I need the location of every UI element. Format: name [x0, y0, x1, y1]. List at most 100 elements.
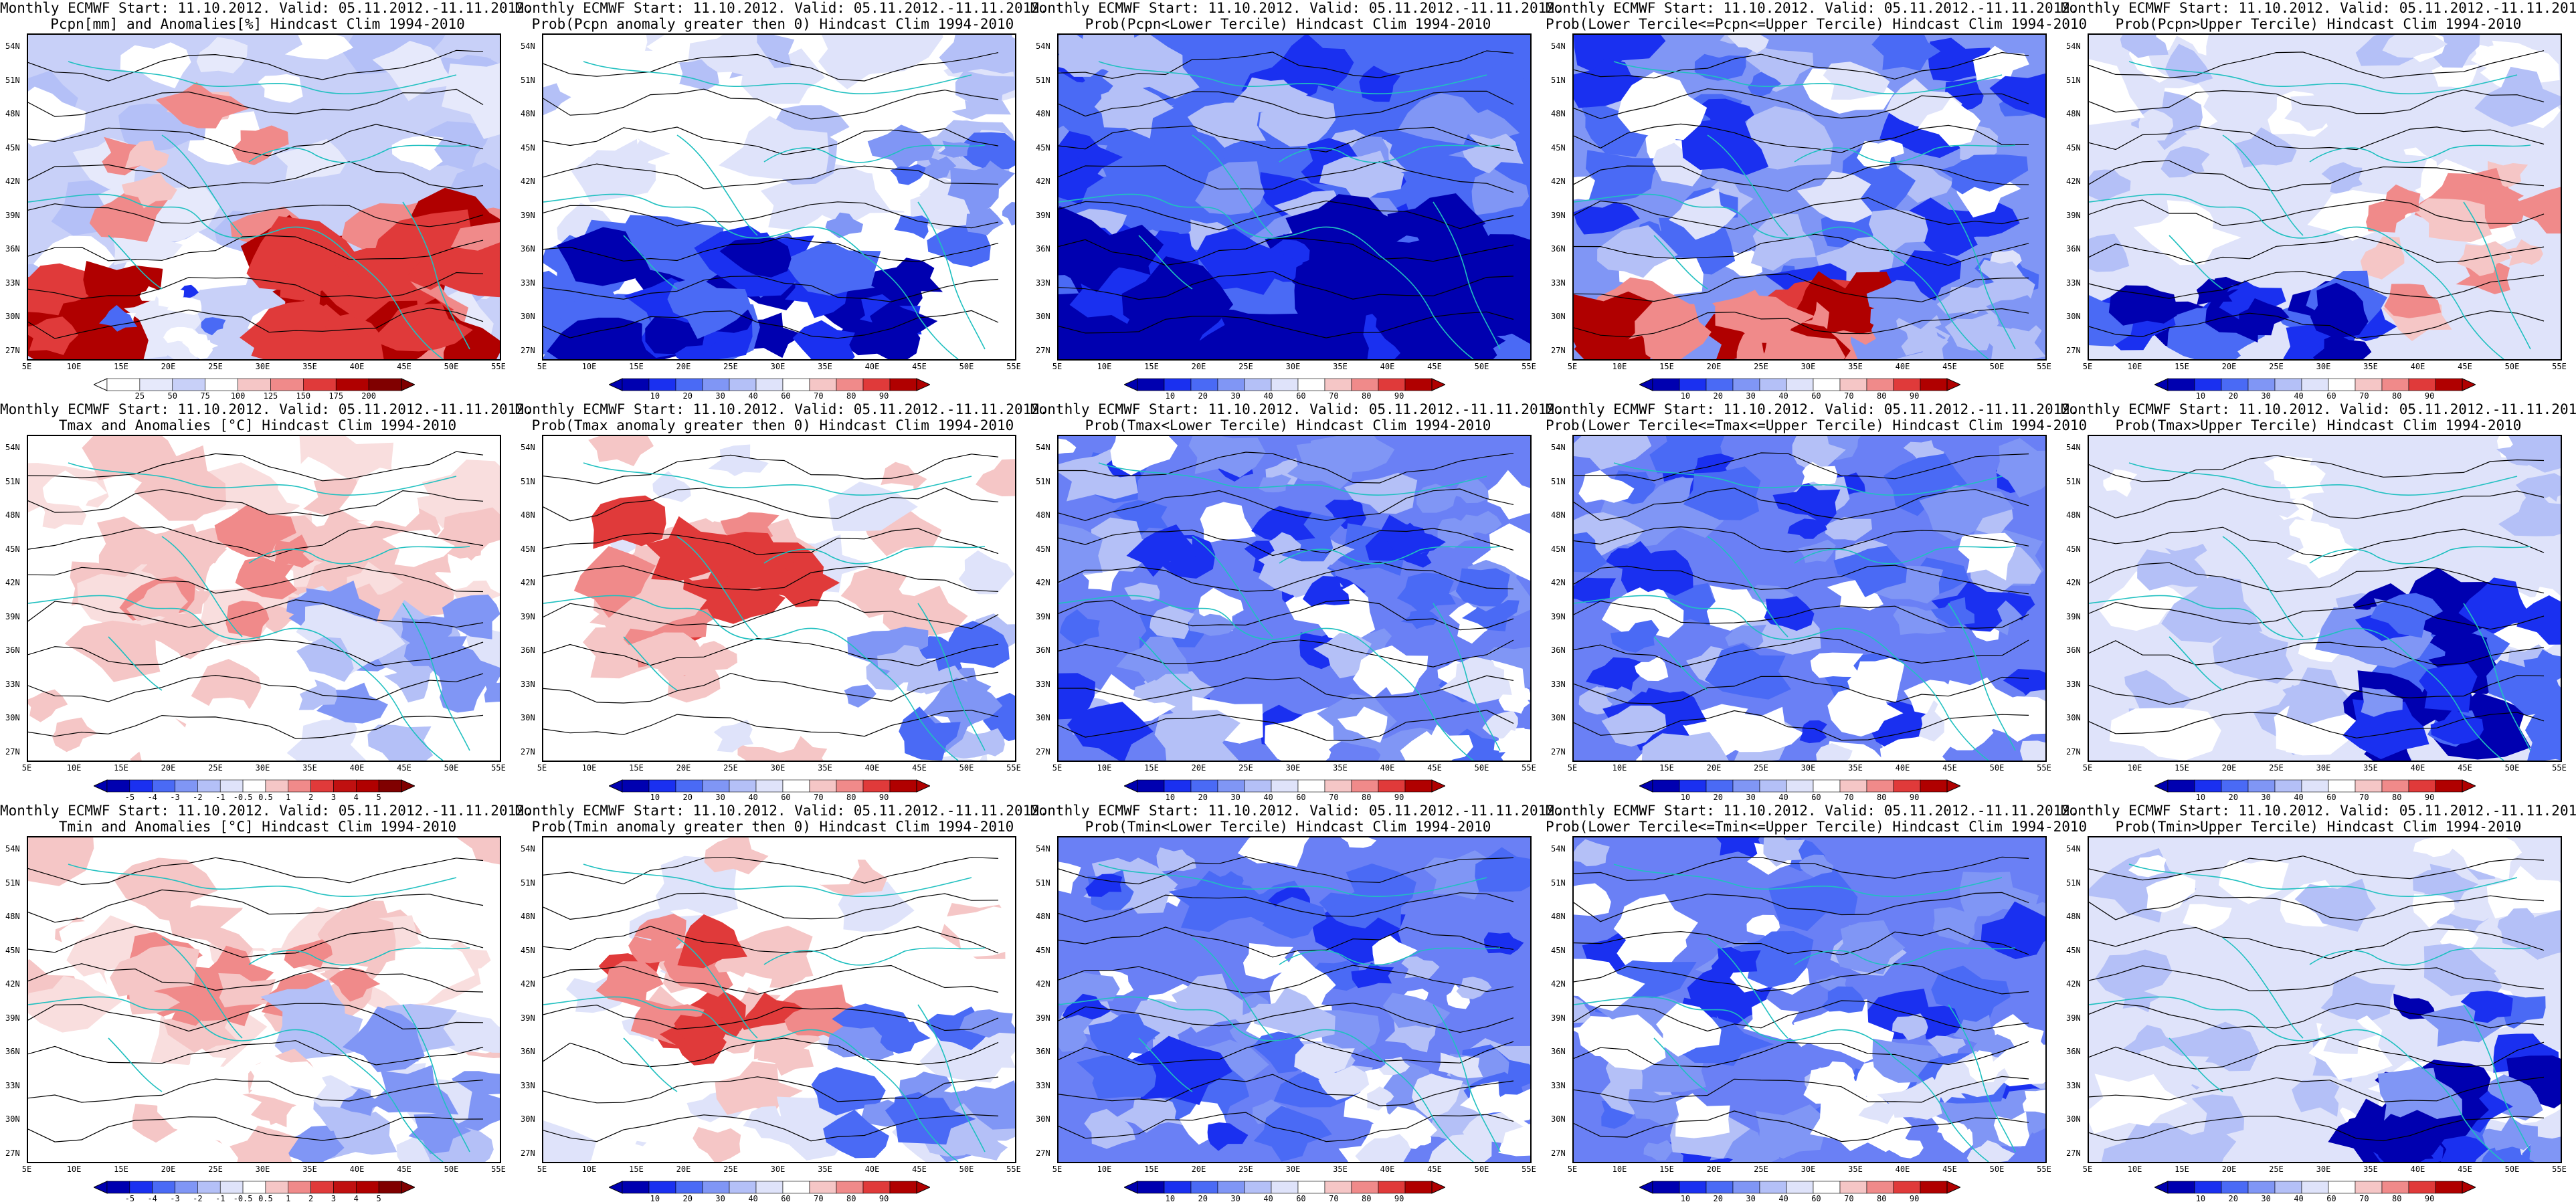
- longitude-label: 25E: [208, 1165, 223, 1174]
- latitude-label: 42N: [2066, 578, 2081, 588]
- latitude-label: 48N: [1036, 510, 1050, 520]
- longitude-label: 5E: [1052, 362, 1063, 371]
- longitude-label: 50E: [444, 763, 459, 773]
- latitude-label: 54N: [2066, 443, 2081, 452]
- colorbar-tick-label: 60: [1811, 793, 1821, 802]
- colorbar-tick-label: 70: [1844, 1194, 1854, 1203]
- colorbar-tick-label: 70: [814, 793, 824, 802]
- latitude-label: 48N: [1036, 912, 1050, 922]
- latitude-label: 33N: [2066, 1080, 2081, 1090]
- longitude-label: 30E: [1285, 1165, 1301, 1174]
- latitude-label: 42N: [1551, 979, 1566, 989]
- colorbar: [1638, 779, 1962, 793]
- latitude-label: 36N: [521, 645, 535, 656]
- longitude-label: 55E: [2037, 763, 2051, 773]
- longitude-label: 50E: [1989, 362, 2005, 371]
- colorbar-tick-label: -5: [124, 793, 135, 802]
- longitude-label: 45E: [1427, 1165, 1442, 1174]
- colorbar-tick-label: 90: [2424, 391, 2435, 401]
- colorbar-tick-label: 60: [1811, 391, 1821, 401]
- colorbar: [2153, 1181, 2477, 1194]
- latitude-label: 48N: [1551, 912, 1566, 922]
- colorbar-tick-label: 60: [2326, 1194, 2336, 1203]
- longitude-label: 25E: [1754, 763, 1768, 773]
- latitude-label: 27N: [1036, 747, 1050, 757]
- colorbar-tick-label: 10: [650, 391, 660, 401]
- longitude-label: 20E: [161, 1165, 176, 1174]
- colorbar-tick-label: 70: [1844, 793, 1854, 802]
- longitude-label: 15E: [2175, 763, 2189, 773]
- colorbar-tick-label: 90: [1394, 391, 1404, 401]
- longitude-label: 25E: [2269, 763, 2284, 773]
- longitude-label: 40E: [349, 362, 365, 371]
- longitude-label: 20E: [161, 763, 176, 773]
- latitude-label: 45N: [1551, 142, 1566, 153]
- longitude-label: 5E: [537, 362, 547, 371]
- latitude-label: 33N: [1036, 1080, 1050, 1090]
- colorbar-tick-label: 0.5: [258, 1194, 273, 1203]
- latitude-label: 30N: [1551, 312, 1566, 322]
- latitude-label: 54N: [5, 443, 20, 452]
- latitude-label: 48N: [1036, 109, 1050, 119]
- latitude-label: 54N: [1036, 41, 1050, 51]
- map-panel: Monthly ECMWF Start: 11.10.2012. Valid: …: [1030, 803, 1564, 1204]
- colorbar-tick-label: 100: [230, 391, 246, 401]
- longitude-label: 20E: [1191, 763, 1206, 773]
- colorbar-tick-label: 5: [376, 1194, 381, 1203]
- colorbar-tick-label: 80: [1876, 1194, 1887, 1203]
- colorbar-tick-label: 20: [1198, 793, 1208, 802]
- colorbar: [1638, 1181, 1962, 1194]
- longitude-label: 40E: [1895, 763, 1910, 773]
- forecast-map: [2088, 836, 2562, 1163]
- longitude-label: 50E: [444, 1165, 459, 1174]
- longitude-label: 40E: [349, 1165, 365, 1174]
- latitude-label: 42N: [5, 578, 20, 588]
- longitude-label: 35E: [302, 763, 317, 773]
- latitude-label: 36N: [1036, 1047, 1050, 1057]
- forecast-map: [27, 836, 501, 1163]
- colorbar-tick-label: 1: [286, 793, 291, 802]
- longitude-label: 40E: [2410, 763, 2425, 773]
- longitude-label: 10E: [581, 1165, 597, 1174]
- longitude-label: 45E: [1427, 362, 1442, 371]
- longitude-label: 45E: [1942, 362, 1957, 371]
- longitude-label: 55E: [2037, 1165, 2051, 1174]
- longitude-label: 25E: [2269, 362, 2284, 371]
- colorbar-tick-label: 70: [814, 391, 824, 401]
- longitude-label: 45E: [1942, 1165, 1957, 1174]
- colorbar: [92, 779, 416, 793]
- longitude-label: 35E: [818, 763, 832, 773]
- longitude-label: 45E: [2458, 362, 2472, 371]
- panel-title-line1: Monthly ECMWF Start: 11.10.2012. Valid: …: [0, 803, 533, 819]
- latitude-label: 33N: [5, 679, 20, 689]
- panel-title-line1: Monthly ECMWF Start: 11.10.2012. Valid: …: [2061, 803, 2576, 819]
- colorbar-tick-label: 30: [715, 1194, 725, 1203]
- latitude-label: 39N: [1036, 611, 1050, 621]
- latitude-label: 54N: [521, 844, 535, 854]
- colorbar-tick-label: -4: [147, 1194, 157, 1203]
- colorbar-tick-label: 60: [781, 1194, 791, 1203]
- colorbar-tick-label: 70: [1329, 391, 1339, 401]
- colorbar-tick-label: 20: [682, 391, 693, 401]
- panel-title-line2: Prob(Pcpn<Lower Tercile) Hindcast Clim 1…: [1085, 16, 1491, 32]
- longitude-label: 15E: [629, 362, 644, 371]
- latitude-label: 39N: [5, 611, 20, 621]
- map-field: [543, 35, 1015, 359]
- latitude-label: 39N: [2066, 1013, 2081, 1023]
- longitude-label: 35E: [818, 362, 832, 371]
- latitude-label: 45N: [1551, 544, 1566, 554]
- colorbar-tick-label: 60: [2326, 793, 2336, 802]
- longitude-label: 35E: [1333, 763, 1348, 773]
- longitude-label: 50E: [444, 362, 459, 371]
- colorbar-tick-label: 80: [1361, 1194, 1372, 1203]
- map-field: [1059, 837, 1530, 1162]
- colorbar-tick-label: 30: [2261, 1194, 2271, 1203]
- colorbar-tick-label: 40: [1263, 793, 1273, 802]
- latitude-label: 42N: [1036, 979, 1050, 989]
- colorbar-tick-label: 30: [1746, 391, 1756, 401]
- colorbar: [1123, 378, 1447, 391]
- forecast-map: [2088, 435, 2562, 762]
- longitude-label: 50E: [1989, 763, 2005, 773]
- longitude-label: 10E: [1097, 1165, 1112, 1174]
- longitude-label: 55E: [491, 362, 506, 371]
